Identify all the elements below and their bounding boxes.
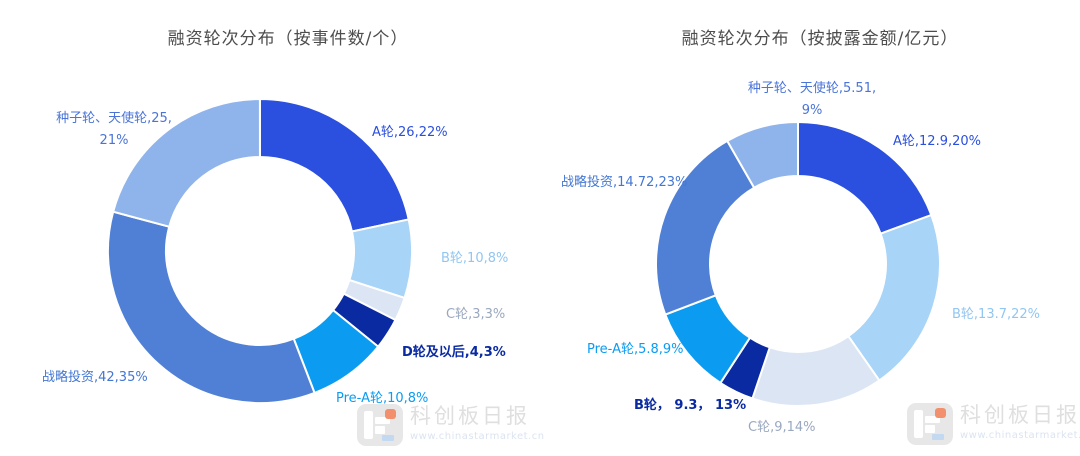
watermark-brand: 科创板日报	[960, 403, 1080, 427]
watermark-url: www.chinastarmarket.cn	[960, 430, 1080, 441]
donut-slice-0-战略投资[interactable]	[107, 210, 316, 404]
watermark-right: 科创板日报 www.chinastarmarket.cn	[907, 403, 1080, 445]
donut-slice-1-种子轮、天使轮[interactable]	[726, 121, 799, 189]
watermark-left: 科创板日报 www.chinastarmarket.cn	[357, 404, 545, 446]
chart-title-events: 融资轮次分布（按事件数/个）	[167, 29, 409, 49]
donut-slice-1-A轮[interactable]	[797, 121, 933, 235]
donut-slice-0-A轮[interactable]	[259, 98, 410, 233]
donut-slice-1-战略投资[interactable]	[655, 139, 756, 316]
watermark-url: www.chinastarmarket.cn	[410, 431, 545, 442]
donut-slice-0-种子轮、天使轮[interactable]	[112, 98, 261, 228]
star-market-daily-logo-icon	[907, 403, 953, 445]
star-market-daily-logo-icon	[357, 404, 403, 446]
watermark-brand: 科创板日报	[410, 404, 530, 428]
chart-title-amount: 融资轮次分布（按披露金额/亿元）	[681, 29, 959, 49]
